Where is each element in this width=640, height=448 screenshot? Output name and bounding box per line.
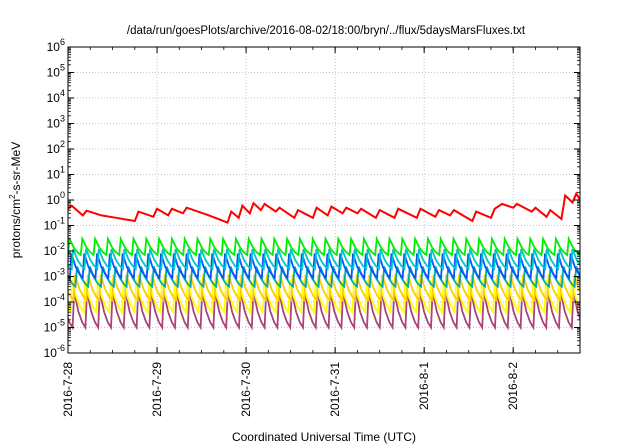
series-line [68,280,580,315]
series-line [68,235,580,257]
x-tick-label: 2016-7-30 [239,362,253,417]
y-axis-label-superscript: 2 [8,194,17,199]
y-tick-label: 10-3 [44,267,65,284]
series-line [68,253,580,280]
y-tick-label: 102 [47,139,65,156]
y-tick-label: 100 [47,190,65,207]
x-tick-label: 2016-8-1 [417,362,431,410]
y-tick-label: 103 [47,114,65,131]
x-tick-label: 2016-8-2 [506,362,520,410]
chart-title: /data/run/goesPlots/archive/2016-08-02/1… [127,25,526,37]
y-tick-label: 106 [47,37,65,54]
y-axis-label-main: protons/cm [9,199,23,258]
y-tick-label: 104 [47,88,65,105]
y-axis-ticks: 10-6 10-5 10-4 10-3 10-2 10-1 100 101 102 103 104 1… [44,37,580,360]
series-line [68,291,580,331]
series-line [68,248,580,271]
y-tick-label: 10-1 [44,216,65,233]
y-tick-label: 10-2 [44,241,65,258]
series-line [68,191,580,224]
y-tick-label: 10-6 [44,343,65,360]
y-axis-label: protons/cm2-s-sr-MeV [8,142,23,258]
data-series [68,191,580,331]
y-tick-label: 101 [47,165,65,182]
series-line [68,266,580,289]
y-tick-label: 10-5 [44,318,65,335]
x-tick-label: 2016-7-31 [328,362,342,417]
x-tick-label: 2016-7-29 [150,362,164,417]
y-tick-label: 105 [47,63,65,80]
y-axis-label-rest: -s-sr-MeV [9,142,23,195]
series-line [68,274,580,303]
y-tick-label: 10-4 [44,292,65,309]
x-axis-ticks: 2016-7-28 2016-7-29 2016-7-30 2016-7-31 2016… [61,47,581,417]
x-axis-label: Coordinated Universal Time (UTC) [232,430,416,444]
x-tick-label: 2016-7-28 [61,362,75,417]
